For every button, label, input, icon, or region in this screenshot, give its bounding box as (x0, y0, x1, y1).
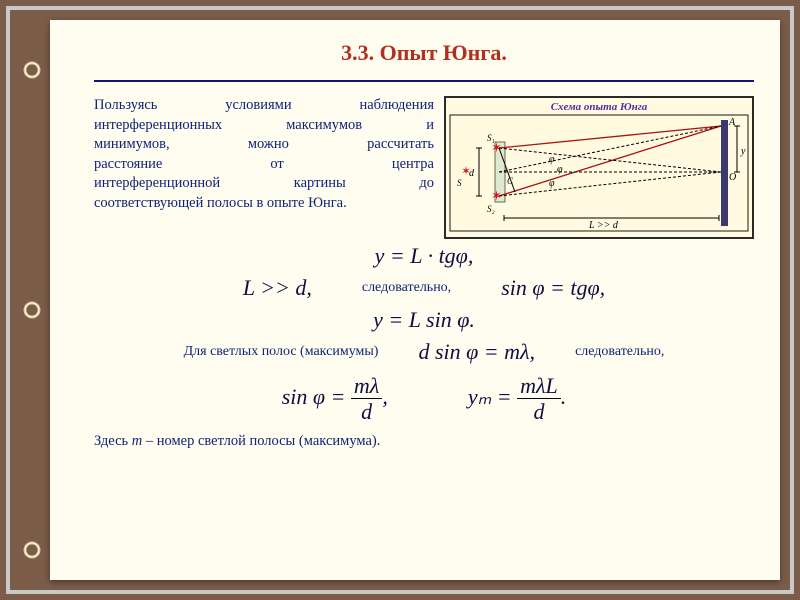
footer-note: Здесь m – номер светлой полосы (максимум… (94, 433, 754, 450)
eq-tail: . (561, 384, 567, 409)
intro-line: расстояние от центра (94, 155, 434, 175)
binder-ring-icon (22, 300, 42, 320)
intro-line: минимумов, можно рассчитать (94, 135, 434, 155)
footer-pre: Здесь (94, 433, 132, 449)
eq-dsin-ml: d sin φ = mλ, (418, 339, 535, 365)
intro-text: Пользуясь условиями наблюдения интерфере… (94, 96, 434, 213)
binder-ring-icon (22, 540, 42, 560)
eq-ym-frac: yₘ = mλL d . (468, 373, 566, 425)
footer-post: – номер светлой полосы (максимума). (142, 433, 380, 449)
lbl-phi: φ (549, 178, 555, 189)
diagram-title: Схема опыта Юнга (449, 101, 749, 113)
page-title: 3.3. Опыт Юнга. (94, 40, 754, 66)
eq-sin-tg: sin φ = tgφ, (501, 275, 605, 301)
lbl-S1: S₁ (487, 133, 495, 143)
eq-sin-frac: sin φ = mλ d , (282, 373, 388, 425)
lbl-O: O (729, 172, 736, 183)
eq-cond: L >> d, (243, 275, 312, 301)
lbl-phi: φ (557, 164, 563, 175)
frac-den: d (517, 399, 561, 424)
frac-num: mλ (351, 373, 382, 399)
intro-line: интерференционных максимумов и (94, 116, 434, 136)
follows-label: следовательно, (362, 280, 451, 296)
intro-row: Пользуясь условиями наблюдения интерфере… (94, 96, 754, 239)
frac-den: d (351, 399, 382, 424)
eq-y-Ltg: y = L · tgφ, (375, 243, 474, 269)
young-diagram-svg: y A O d ✶ ✶ ✶ S₁ S₂ S C (449, 114, 749, 232)
frac-num: mλL (517, 373, 561, 399)
lbl-phi: φ (549, 154, 555, 165)
eq-lhs: sin φ = (282, 384, 346, 409)
lbl-S: S (457, 178, 462, 188)
lbl-A: A (728, 117, 736, 128)
lbl-y: y (740, 146, 746, 157)
intro-line: интерференционной картины до (94, 174, 434, 194)
binder-ring-icon (22, 60, 42, 80)
follows-label-2: следовательно, (575, 344, 664, 360)
bright-fringes-label: Для светлых полос (максимумы) (184, 344, 379, 360)
rule (94, 80, 754, 82)
young-diagram: Схема опыта Юнга y A O d ✶ (444, 96, 754, 239)
intro-line: соответствующей полосы в опыте Юнга. (94, 194, 434, 214)
lbl-S2: S₂ (487, 204, 495, 214)
eq-y-Lsin: y = L sin φ. (373, 307, 475, 333)
lbl-L: L >> d (588, 220, 619, 231)
source-icon: ✶ (461, 164, 471, 178)
intro-line: Пользуясь условиями наблюдения (94, 96, 434, 116)
eq-lhs: yₘ = (468, 384, 512, 409)
footer-var: m (132, 433, 142, 449)
eq-tail: , (382, 384, 388, 409)
slide: 3.3. Опыт Юнга. Пользуясь условиями набл… (50, 20, 780, 580)
